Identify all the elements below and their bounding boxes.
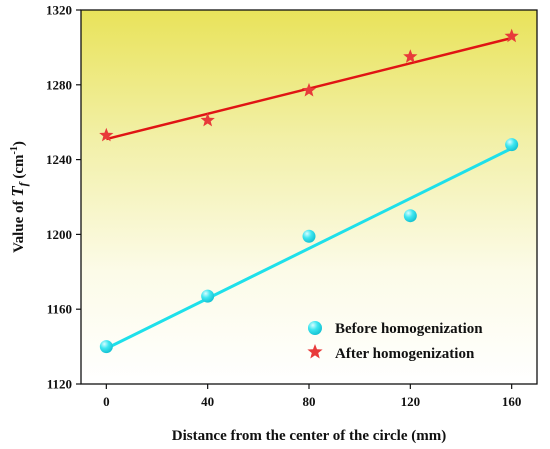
x-tick-label: 80: [303, 394, 316, 409]
y-axis-title-subscript: f: [16, 181, 30, 186]
y-tick-label: 1160: [47, 302, 72, 317]
point-after: [504, 28, 519, 43]
y-axis-title-symbol: T: [8, 186, 27, 197]
point-after: [301, 82, 317, 97]
y-axis-title-unit-close: ): [11, 141, 27, 146]
y-axis-title-unit-sup: -1: [9, 146, 20, 154]
point-before: [505, 138, 519, 152]
axis-layer: 0 40 80 120 160 1120 1160 1200 1240 1280 1320: [46, 3, 521, 410]
y-tick-label: 1200: [46, 227, 72, 242]
y-axis-title-unit-open: (cm: [11, 154, 27, 182]
plot-layer: [99, 28, 519, 354]
point-before: [403, 209, 417, 223]
point-before: [99, 340, 113, 354]
x-axis-title: Distance from the center of the circle (…: [172, 428, 446, 444]
y-tick-label: 1280: [46, 77, 72, 92]
x-tick-label: 40: [201, 394, 214, 409]
y-tick-label: 1120: [47, 377, 72, 392]
point-before: [201, 289, 215, 303]
x-tick-label: 0: [103, 394, 110, 409]
point-after: [403, 49, 418, 63]
legend-label-after: After homogenization: [335, 346, 475, 362]
y-axis-title: Value of Tf (cm-1): [8, 141, 30, 253]
legend-label-before: Before homogenization: [335, 321, 483, 337]
y-tick-label: 1240: [46, 152, 72, 167]
point-after: [99, 127, 114, 142]
y-tick-label: 1320: [46, 3, 72, 18]
point-after: [200, 112, 215, 127]
fit-line-before: [105, 147, 513, 350]
legend-marker-after: [307, 344, 323, 359]
legend-marker-before: [308, 321, 322, 335]
x-tick-label: 160: [502, 394, 522, 409]
legend: Before homogenization After homogenizati…: [307, 321, 483, 362]
x-tick-label: 120: [401, 394, 421, 409]
y-axis-title-prefix: Value of: [11, 197, 27, 253]
point-before: [302, 229, 316, 243]
plot-area: [81, 10, 537, 384]
